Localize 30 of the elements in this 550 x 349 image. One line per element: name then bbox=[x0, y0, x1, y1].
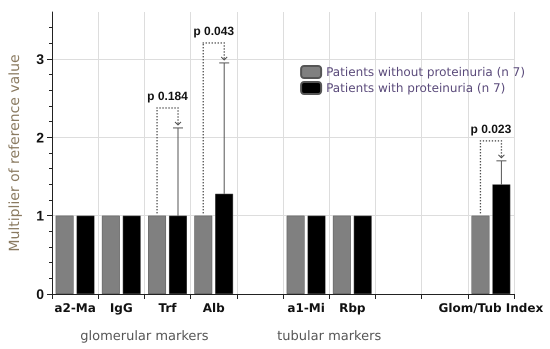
y-tick-label: 3 bbox=[36, 51, 44, 67]
y-tick-label: 2 bbox=[36, 129, 44, 146]
y-tick-label: 0 bbox=[36, 286, 44, 302]
annotation: p 0.023 bbox=[470, 122, 512, 136]
x-tick-label: Glom/Tub Index bbox=[438, 301, 544, 315]
x-tick-label: IgG bbox=[110, 301, 133, 315]
bar bbox=[354, 216, 372, 294]
bar bbox=[332, 216, 351, 294]
bar bbox=[76, 216, 95, 294]
bar bbox=[308, 216, 326, 294]
bar bbox=[56, 216, 74, 294]
y-tick-label: 1 bbox=[36, 208, 44, 224]
legend-label: Patients with proteinuria (n 7) bbox=[326, 81, 506, 95]
text: glomerular markers bbox=[80, 329, 209, 344]
x-tick-label: a1-Mi bbox=[287, 301, 325, 315]
x-tick-label: Rbp bbox=[339, 301, 366, 315]
bar bbox=[194, 216, 212, 294]
annotation: p 0.184 bbox=[147, 88, 188, 103]
bar bbox=[471, 216, 490, 294]
x-tick-label: a2-Ma bbox=[54, 301, 96, 315]
y-axis-title: Multiplier of reference value bbox=[7, 54, 23, 252]
bar bbox=[102, 216, 120, 294]
x-tick-label: Trf bbox=[158, 301, 178, 315]
bar bbox=[148, 216, 166, 294]
x-tick-label: Alb bbox=[202, 301, 226, 315]
bar bbox=[286, 216, 305, 294]
bar bbox=[122, 216, 141, 294]
text: tubular markers bbox=[277, 329, 382, 344]
legend-label: Patients without proteinuria (n 7) bbox=[326, 65, 525, 79]
annotation: p 0.043 bbox=[193, 24, 234, 38]
